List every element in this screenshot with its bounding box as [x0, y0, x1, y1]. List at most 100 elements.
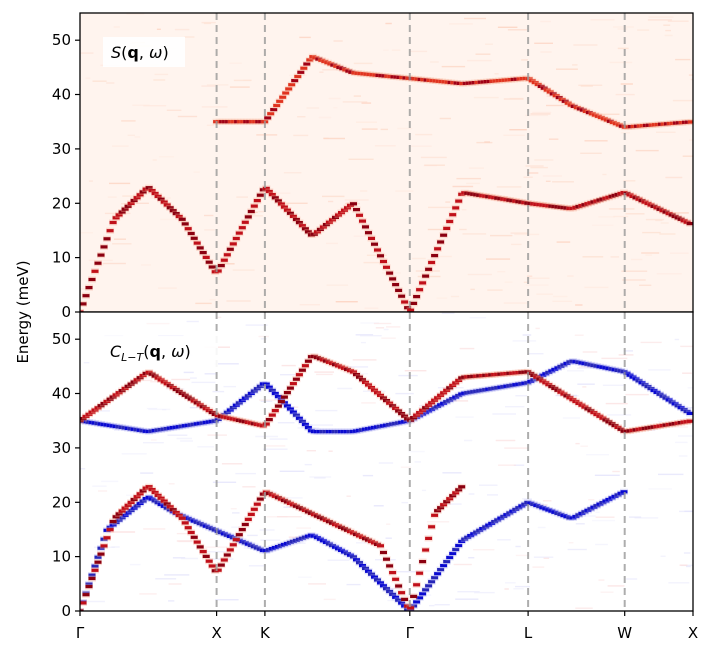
transverse-branch-1-mark [374, 578, 381, 582]
noise-streak [457, 591, 480, 593]
noise-streak [655, 219, 663, 222]
noise-streak [575, 523, 585, 525]
branch-acoustic-mark [374, 248, 381, 252]
noise-streak [395, 190, 414, 192]
branch-acoustic-mark [446, 219, 454, 224]
longitudinal-branch-1-mark [398, 591, 406, 595]
transverse-branch-0-mark [659, 394, 667, 398]
longitudinal-branch-0-mark [359, 378, 366, 382]
noise-streak [223, 385, 236, 388]
noise-streak [625, 393, 649, 396]
longitudinal-branch-0-mark [383, 399, 390, 403]
longitudinal-branch-0-mark [602, 418, 610, 422]
noise-streak [580, 85, 593, 87]
branch-acoustic-mark [353, 208, 360, 212]
noise-streak [260, 400, 273, 402]
noise-streak [195, 302, 212, 305]
noise-streak [678, 455, 688, 457]
transverse-branch-1-mark [509, 509, 517, 513]
longitudinal-branch-0-mark [109, 395, 117, 399]
longitudinal-branch-0-mark [151, 374, 159, 378]
noise-streak [577, 383, 595, 385]
noise-streak [461, 209, 467, 211]
branch-acoustic-mark [85, 286, 93, 290]
noise-streak [623, 180, 631, 182]
noise-streak [373, 505, 384, 507]
noise-streak [532, 566, 545, 568]
branch-acoustic-mark [341, 208, 348, 212]
noise-streak [467, 59, 492, 62]
branch-acoustic-mark [130, 198, 138, 203]
transverse-branch-1-mark [416, 596, 424, 600]
transverse-branch-1-mark [148, 497, 156, 501]
longitudinal-branch-1-mark [163, 502, 171, 506]
transverse-branch-0-mark [686, 411, 693, 415]
branch-acoustic-mark [103, 237, 111, 241]
noise-streak [112, 145, 129, 147]
noise-streak [306, 107, 320, 109]
transverse-branch-1-mark [506, 511, 514, 515]
noise-streak [504, 588, 509, 590]
longitudinal-branch-1-mark [383, 557, 390, 561]
longitudinal-branch-1-mark [133, 495, 141, 499]
branch-acoustic-mark [187, 231, 195, 236]
noise-streak [590, 19, 615, 21]
longitudinal-branch-1-mark [217, 563, 225, 567]
noise-streak [106, 82, 115, 84]
longitudinal-branch-0-mark [304, 359, 312, 363]
branch-acoustic-mark [226, 247, 234, 251]
transverse-branch-0-mark [638, 381, 646, 385]
longitudinal-branch-1-mark [458, 485, 466, 489]
noise-streak [127, 134, 135, 136]
noise-streak [598, 216, 615, 218]
branch-optical-mark [558, 97, 566, 102]
noise-streak [236, 196, 248, 198]
transverse-branch-1-mark [512, 507, 520, 511]
transverse-branch-1-mark [503, 513, 511, 517]
noise-streak [625, 213, 645, 215]
longitudinal-branch-0-mark [452, 381, 460, 385]
noise-streak [639, 284, 652, 286]
transverse-branch-0-mark [247, 391, 255, 395]
transverse-branch-0-mark [632, 377, 640, 381]
noise-streak [680, 345, 693, 348]
noise-streak [556, 241, 571, 243]
noise-streak [167, 434, 188, 436]
noise-streak [80, 232, 93, 234]
longitudinal-branch-0-mark [262, 422, 270, 426]
noise-streak [637, 29, 650, 31]
noise-streak [572, 64, 578, 66]
noise-streak [467, 273, 492, 276]
longitudinal-branch-1-mark [223, 553, 231, 557]
branch-acoustic-mark [154, 194, 162, 198]
branch-acoustic-mark [217, 264, 225, 268]
noise-streak [567, 275, 574, 277]
transverse-branch-1-mark [377, 581, 384, 585]
branch-acoustic-mark [425, 267, 433, 271]
longitudinal-branch-0-mark [386, 401, 394, 405]
noise-streak [584, 140, 608, 142]
branch-optical-mark [688, 120, 693, 124]
longitudinal-branch-0-mark [554, 388, 562, 392]
longitudinal-branch-1-mark [184, 526, 192, 530]
branch-acoustic-mark [338, 211, 345, 215]
noise-streak [401, 501, 409, 504]
noise-streak [168, 600, 175, 602]
noise-streak [442, 472, 462, 474]
longitudinal-branch-0-mark [428, 401, 436, 405]
longitudinal-branch-0-mark [374, 391, 381, 395]
noise-streak [567, 370, 584, 372]
longitudinal-branch-1-mark [175, 513, 183, 518]
branch-acoustic-mark [271, 196, 279, 200]
noise-streak [395, 392, 414, 395]
branch-acoustic-mark [344, 206, 351, 210]
branch-acoustic-mark [392, 283, 400, 287]
noise-streak [408, 450, 425, 453]
noise-streak [158, 156, 175, 158]
longitudinal-branch-1-mark [130, 497, 138, 502]
longitudinal-branch-0-mark [193, 401, 201, 405]
noise-streak [582, 386, 587, 388]
noise-streak [629, 516, 642, 518]
branch-optical-mark [546, 90, 554, 94]
longitudinal-branch-1-mark [395, 584, 403, 588]
